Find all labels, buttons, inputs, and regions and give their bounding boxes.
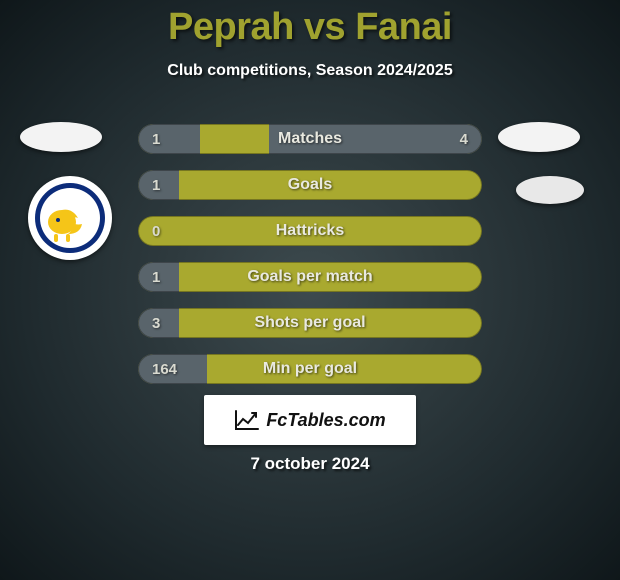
bar-label: Goals [138,170,482,200]
bar-label: Min per goal [138,354,482,384]
bar-label: Matches [138,124,482,154]
bar-row: Min per goal164 [138,354,482,384]
bar-value-left: 164 [152,354,177,384]
club-logo-right [516,176,584,204]
bar-value-left: 0 [152,216,160,246]
avatar-left [20,122,102,152]
date-label: 7 october 2024 [0,454,620,474]
comparison-bars: Matches14Goals1Hattricks0Goals per match… [138,124,482,400]
bar-label: Shots per goal [138,308,482,338]
bar-row: Matches1 4 [138,124,482,154]
bar-value-left: 1 [152,124,160,154]
subtitle: Club competitions, Season 2024/2025 [0,62,620,80]
branding-badge: FcTables.com [204,395,416,445]
bar-value-left: 1 [152,170,160,200]
bar-row: Goals per match1 [138,262,482,292]
blasters-icon [34,182,106,254]
branding-text: FcTables.com [266,410,385,431]
club-logo-left [28,176,112,260]
chart-icon [234,409,260,431]
avatar-right [498,122,580,152]
bar-value-left: 3 [152,308,160,338]
bar-row: Hattricks0 [138,216,482,246]
bar-value-left: 1 [152,262,160,292]
bar-value-right: 4 [460,124,468,154]
bar-row: Shots per goal3 [138,308,482,338]
bar-label: Goals per match [138,262,482,292]
bar-row: Goals1 [138,170,482,200]
bar-label: Hattricks [138,216,482,246]
page-title: Peprah vs Fanai [0,6,620,49]
